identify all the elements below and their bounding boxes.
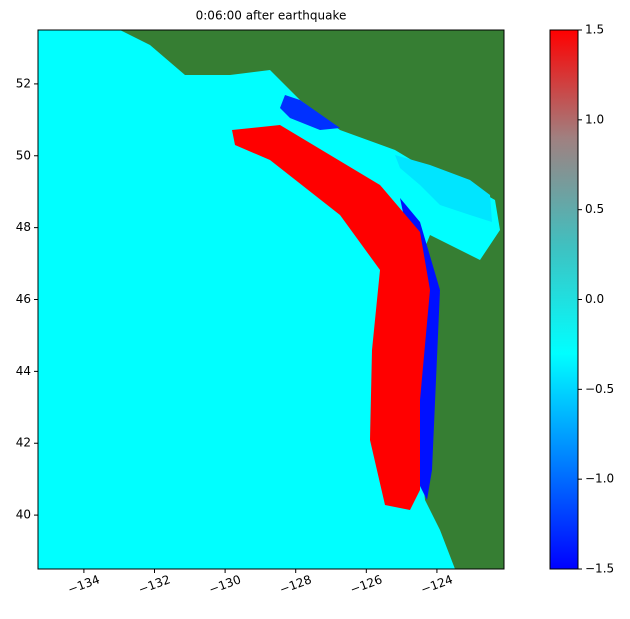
x-tick-label: −128: [278, 572, 314, 596]
y-tick-label: 52: [16, 76, 31, 90]
strait: [395, 155, 492, 222]
y-tick-label: 42: [16, 436, 31, 450]
colorbar-tick-label: 0.0: [585, 292, 604, 306]
colorbar-tick-label: 1.0: [585, 112, 604, 126]
colorbar-tick-label: −0.5: [585, 382, 614, 396]
land: [120, 30, 504, 569]
y-tick-label: 40: [16, 508, 31, 522]
x-tick-label: −130: [207, 572, 243, 596]
x-tick-label: −124: [419, 572, 455, 596]
map: [38, 30, 504, 569]
x-tick-label: −126: [348, 572, 384, 596]
trough: [280, 95, 340, 130]
chart-title: 0:06:00 after earthquake: [196, 9, 347, 23]
y-tick-label: 46: [16, 292, 31, 306]
x-tick-label: −132: [136, 572, 172, 596]
x-tick-label: −134: [66, 572, 102, 596]
colorbar: [549, 29, 579, 570]
y-tick-label: 48: [16, 220, 31, 234]
y-tick-label: 50: [16, 148, 31, 162]
wave-crest: [232, 125, 430, 510]
colorbar-tick-label: −1.0: [585, 472, 614, 486]
y-tick-label: 44: [16, 364, 31, 378]
colorbar-tick-label: 1.5: [585, 23, 604, 37]
colorbar-tick-label: 0.5: [585, 202, 604, 216]
colorbar-tick-label: −1.5: [585, 562, 614, 576]
